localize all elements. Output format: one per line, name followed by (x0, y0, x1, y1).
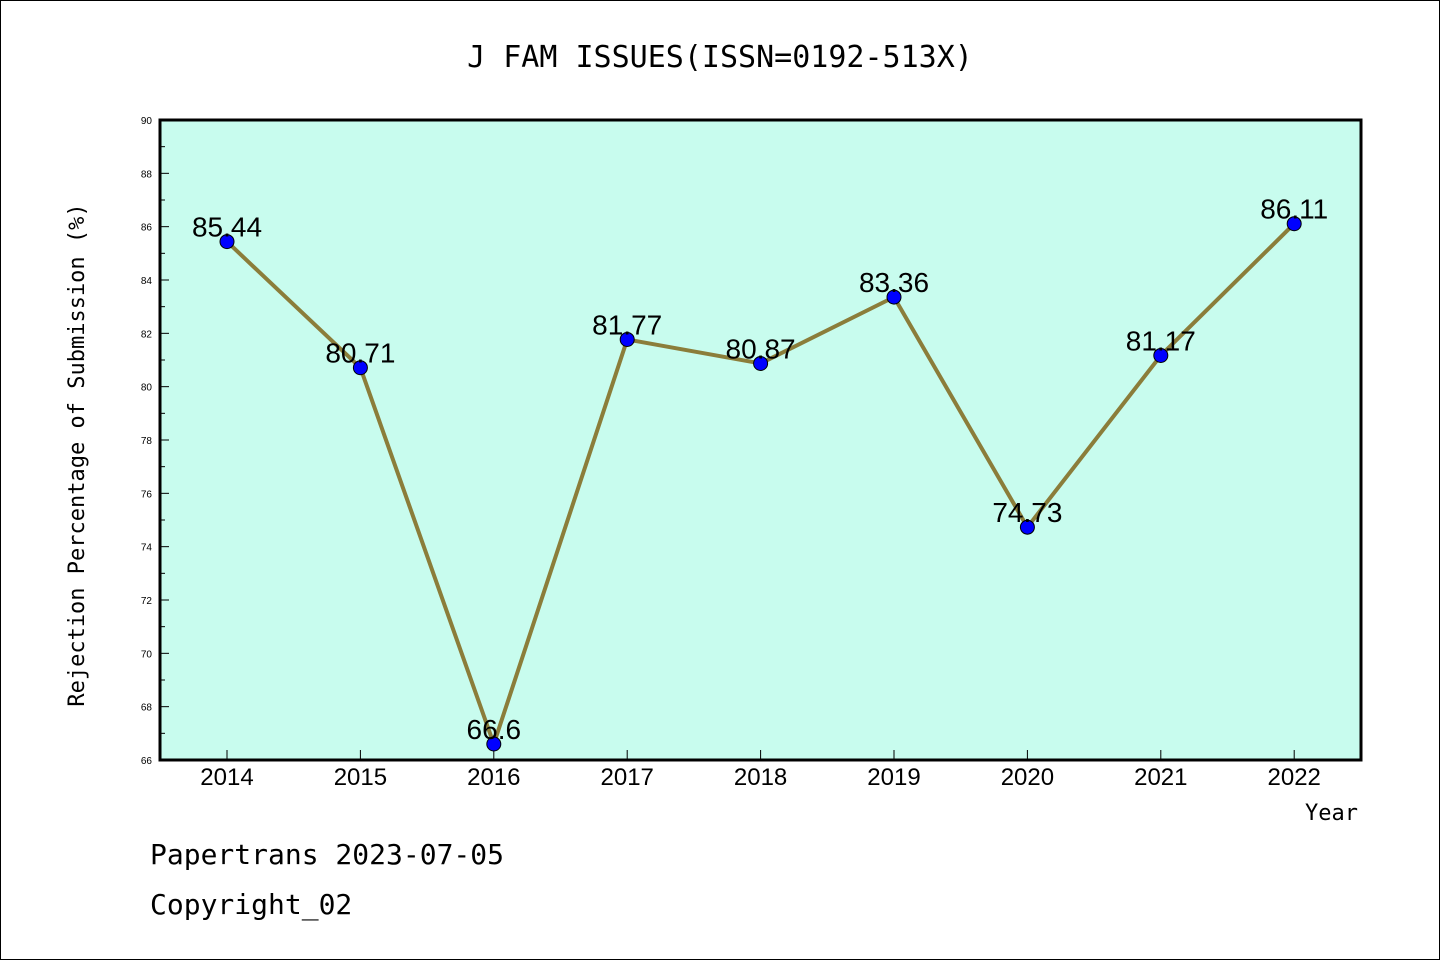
series-rejection: 85.44 80.71 66.6 81.77 80.87 83.36 74.73 81.17 8… (192, 194, 1328, 752)
data-point (619, 331, 635, 347)
data-point (1153, 347, 1169, 363)
data-point (1286, 216, 1302, 232)
chart-title: J FAM ISSUES(ISSN=0192-513X) (467, 40, 973, 75)
y-tick-label: 82 (141, 329, 153, 340)
data-point (886, 289, 902, 305)
x-tick-label: 2014 (200, 764, 253, 791)
data-label: 80.87 (726, 333, 796, 364)
data-label: 81.77 (592, 309, 662, 340)
x-tick-label: 2019 (867, 764, 920, 791)
data-label: 81.17 (1126, 325, 1196, 356)
data-label: 85.44 (192, 212, 262, 243)
x-axis-label: Year (1305, 801, 1358, 826)
y-tick-label: 90 (141, 116, 153, 127)
y-tick-label: 88 (141, 169, 153, 180)
x-tick-label: 2021 (1134, 764, 1187, 791)
data-point (753, 355, 769, 371)
data-point (1019, 519, 1035, 535)
y-axis-label: Rejection Percentage of Submission (%) (65, 203, 90, 706)
plot-area (158, 118, 1363, 762)
x-tick-label: 2022 (1268, 764, 1321, 791)
x-tick-label: 2017 (601, 764, 654, 791)
data-label: 80.71 (325, 338, 395, 369)
data-label: 66.6 (467, 714, 522, 745)
y-tick-label: 84 (141, 276, 153, 287)
x-tick-label: 2018 (734, 764, 787, 791)
y-tick-label: 76 (141, 489, 153, 500)
x-tick-label: 2015 (334, 764, 387, 791)
footer-date: Papertrans 2023-07-05 (150, 838, 504, 871)
data-label: 74.73 (992, 497, 1062, 528)
data-label: 83.36 (859, 267, 929, 298)
data-point (352, 360, 368, 376)
data-point (486, 736, 502, 752)
y-axis: 66 68 70 72 74 76 78 80 82 84 86 88 90 (141, 116, 169, 767)
x-tick-label: 2020 (1001, 764, 1054, 791)
y-tick-label: 80 (141, 383, 153, 394)
y-tick-label: 78 (141, 436, 153, 447)
data-point (219, 234, 235, 250)
footer-copyright: Copyright_02 (150, 888, 352, 922)
x-tick-label: 2016 (467, 764, 520, 791)
y-tick-label: 86 (141, 223, 153, 234)
y-tick-label: 74 (141, 543, 153, 554)
y-tick-label: 66 (141, 756, 153, 767)
x-axis: 2014 2015 2016 2017 2018 2019 2020 2021 2022 (200, 750, 1321, 791)
y-tick-label: 68 (141, 703, 153, 714)
y-tick-label: 70 (141, 649, 153, 660)
y-tick-label: 72 (141, 596, 153, 607)
data-label: 86.11 (1260, 194, 1328, 225)
